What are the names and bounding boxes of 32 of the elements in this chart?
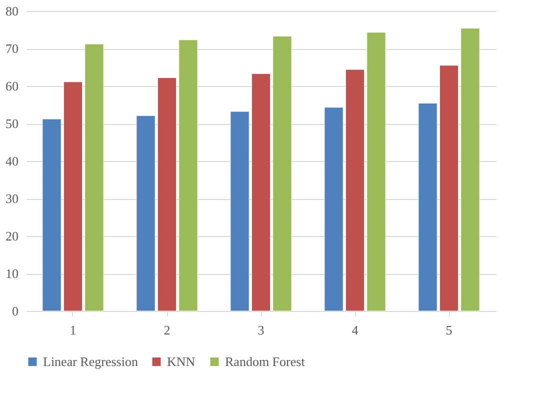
bar	[157, 78, 177, 312]
y-tick-label: 0	[12, 304, 18, 318]
bar	[63, 82, 83, 312]
bar	[84, 44, 104, 312]
x-tick-label: 3	[258, 322, 264, 338]
y-tick-label: 30	[6, 191, 18, 206]
bar	[439, 65, 459, 312]
bar	[251, 73, 271, 312]
legend-label: Linear Regression	[43, 354, 138, 369]
y-tick-label: 40	[6, 154, 18, 168]
x-tick-label: 5	[446, 322, 452, 338]
x-tick-label: 1	[70, 322, 76, 338]
y-tick-label: 80	[6, 4, 18, 18]
bar	[136, 115, 156, 312]
bar	[178, 40, 198, 312]
bar	[324, 107, 344, 312]
y-tick-label: 70	[6, 41, 18, 56]
bar	[418, 103, 438, 312]
x-tick-label: 2	[164, 322, 170, 338]
legend-label: Random Forest	[225, 354, 306, 369]
y-tick-label: 10	[6, 266, 18, 281]
y-tick-label: 50	[6, 116, 18, 131]
bar	[272, 36, 292, 312]
bar	[366, 32, 386, 312]
y-tick-label: 20	[6, 228, 18, 244]
bar	[345, 69, 365, 312]
y-tick-label: 60	[6, 78, 18, 94]
x-tick-label: 4	[352, 322, 359, 338]
bar	[460, 28, 480, 312]
bar	[230, 111, 250, 312]
bar	[42, 118, 62, 312]
legend-label: KNN	[167, 354, 196, 369]
